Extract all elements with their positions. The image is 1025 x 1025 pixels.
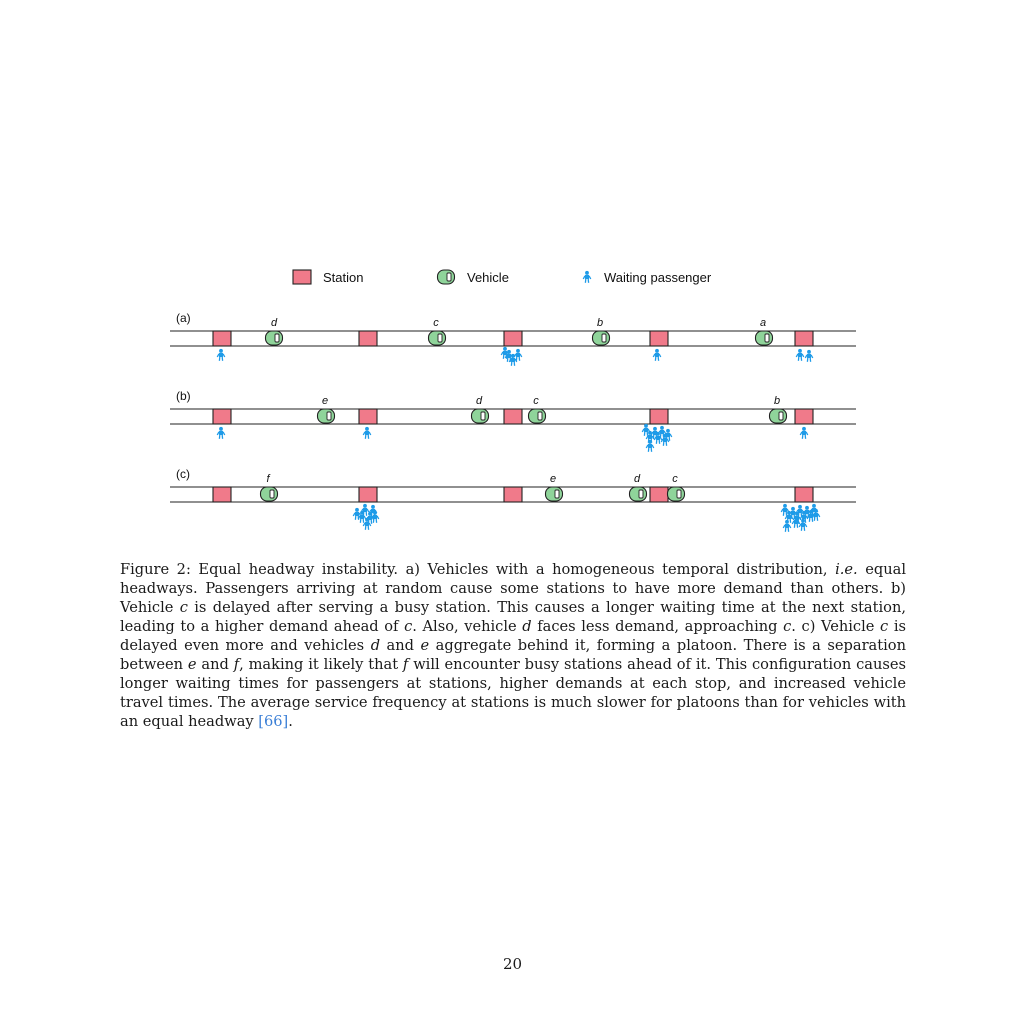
panel-a-label: (a) [176,311,191,325]
legend-vehicle-label: Vehicle [467,270,509,285]
passenger-icon [795,348,805,362]
station [212,486,232,503]
station [503,486,523,503]
vehicle-c [527,408,547,424]
vehicle-c [666,486,686,502]
panel-b-label: (b) [176,389,191,403]
station [649,486,669,503]
vehicle-c [427,330,447,346]
panel-c-label: (c) [176,467,190,481]
vehicle-f [259,486,279,502]
vehicle-d [264,330,284,346]
figure-caption: Figure 2: Equal headway instability. a) … [120,561,906,730]
passenger-icon [782,519,792,533]
station [794,486,814,503]
legend-passenger-label: Waiting passenger [604,270,712,285]
station [358,486,378,503]
station [649,330,669,347]
vehicle-d [628,486,648,502]
legend-station-label: Station [323,270,363,285]
legend-passenger-icon [582,270,592,284]
headway-figure: Station Vehicle Waiting passenger (a) d … [170,269,856,533]
vehicle-d-label: d [271,317,278,329]
passenger-icon [216,348,226,362]
vehicle-e [544,486,564,502]
vehicle-e-label: e [550,473,556,485]
passenger-icon [652,348,662,362]
station [358,408,378,425]
vehicle-b-label: b [597,317,603,329]
panel-a: (a) d c b a [170,311,856,367]
vehicle-c-label: c [672,473,678,485]
caption-label: Figure 2: [120,561,199,578]
passenger-icon [804,349,814,363]
panel-b: (b) e d c b [170,389,856,453]
station [794,330,814,347]
station [794,408,814,425]
vehicle-e-label: e [322,395,328,407]
legend-vehicle-icon [436,269,456,285]
vehicle-e [316,408,336,424]
vehicle-c-label: c [433,317,439,329]
passenger-icon [216,426,226,440]
vehicle-d [470,408,490,424]
station [503,408,523,425]
page-number: 20 [502,955,523,973]
legend: Station Vehicle Waiting passenger [292,269,712,285]
vehicle-b [591,330,611,346]
station [503,330,523,347]
station [649,408,669,425]
legend-station-swatch [292,269,312,285]
vehicle-a [754,330,774,346]
vehicle-d-label: d [634,473,641,485]
vehicle-c-label: c [533,395,539,407]
station [212,330,232,347]
vehicle-b [768,408,788,424]
citation-link[interactable]: [66] [258,713,289,730]
vehicle-f-label: f [266,473,270,485]
passenger-icon [362,426,372,440]
passenger-icon [352,507,362,521]
vehicle-d-label: d [476,395,483,407]
vehicle-a-label: a [760,317,766,329]
passenger-icon [799,426,809,440]
passenger-icon [645,439,655,453]
vehicle-b-label: b [774,395,780,407]
station [212,408,232,425]
station [358,330,378,347]
passenger-icon [357,510,367,524]
panel-c: (c) f e d c [170,467,856,533]
